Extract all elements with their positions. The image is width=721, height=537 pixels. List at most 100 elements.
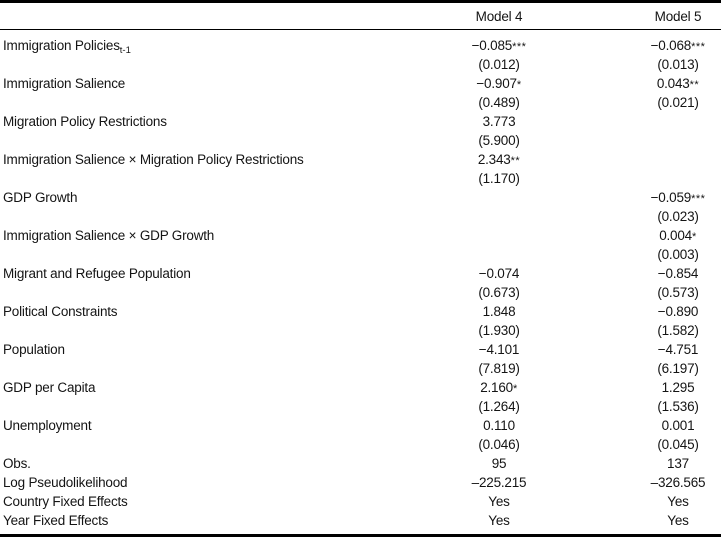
- table-row-se: (0.673) (0.573): [0, 283, 721, 302]
- table-row-se: (1.930) (1.582): [0, 321, 721, 340]
- se-model5: (0.021): [657, 95, 699, 110]
- stat-model5: 137: [667, 456, 689, 471]
- coef-model5: −0.059***: [635, 188, 721, 207]
- coef-model5: [635, 112, 721, 131]
- coef-value: −0.068: [650, 38, 692, 53]
- stat-model5: –326.565: [650, 475, 706, 490]
- significance-stars: *: [513, 383, 518, 395]
- table-row-se: (1.170): [0, 169, 721, 188]
- stat-model4: –225.215: [471, 475, 527, 490]
- coef-model4: 3.773: [434, 112, 564, 131]
- coef-value: 0.110: [483, 418, 515, 433]
- table-row: GDP per Capita 2.160* 1.295: [0, 378, 721, 397]
- variable-label: Immigration Salience × Migration Policy …: [0, 150, 434, 169]
- variable-label-text: GDP Growth: [3, 190, 78, 205]
- variable-label: GDP Growth: [0, 188, 434, 207]
- variable-label: Immigration Salience: [0, 74, 434, 93]
- table-row-se: (0.003): [0, 245, 721, 264]
- table-body: Immigration Policiest-1 −0.085*** −0.068…: [0, 30, 721, 534]
- empty-label: [0, 55, 434, 74]
- table-row: Migration Policy Restrictions 3.773: [0, 112, 721, 131]
- variable-label: Immigration Policiest-1: [0, 36, 434, 56]
- empty-label: [0, 169, 434, 188]
- significance-stars: **: [689, 79, 700, 91]
- se-model4: (0.489): [478, 95, 520, 110]
- coef-value: −0.890: [657, 304, 699, 319]
- empty-label: [0, 435, 434, 454]
- table-row-se: (5.900): [0, 131, 721, 150]
- stat-row-year-fixed-effects: Year Fixed Effects Yes Yes: [0, 511, 721, 530]
- coef-model4: −4.101: [434, 340, 564, 359]
- se-model5: [635, 169, 721, 188]
- coef-model4: −0.085***: [434, 36, 564, 55]
- coef-value: 1.848: [482, 304, 516, 319]
- header-model5: Model 5: [654, 8, 702, 24]
- variable-label-subscript: t-1: [119, 45, 131, 56]
- empty-label: [0, 283, 434, 302]
- stat-model4: Yes: [488, 513, 510, 528]
- variable-label-text: Immigration Salience: [3, 76, 126, 91]
- coef-model4: 2.160*: [434, 378, 564, 397]
- variable-label: Migration Policy Restrictions: [0, 112, 434, 131]
- se-model5: (1.582): [657, 323, 699, 338]
- table-row-se: (0.012) (0.013): [0, 55, 721, 74]
- empty-label: [0, 397, 434, 416]
- stat-model4: Yes: [488, 494, 510, 509]
- variable-label: Immigration Salience × GDP Growth: [0, 226, 434, 245]
- table-row-se: (1.264) (1.536): [0, 397, 721, 416]
- coef-model5: 0.004*: [635, 226, 721, 245]
- se-model4: [434, 245, 564, 264]
- variable-label: Migrant and Refugee Population: [0, 264, 434, 283]
- variable-label: Unemployment: [0, 416, 434, 435]
- variable-label-text: Unemployment: [3, 418, 92, 433]
- stat-model4: 95: [491, 456, 507, 471]
- coef-value: 3.773: [482, 114, 516, 129]
- se-model5: (0.023): [657, 209, 699, 224]
- significance-stars: *: [516, 79, 522, 91]
- stat-model5: Yes: [667, 494, 689, 509]
- coef-value: 0.001: [661, 418, 695, 433]
- coef-value: 0.043: [656, 76, 690, 91]
- coef-model4: [434, 226, 564, 245]
- header-model4: Model 4: [475, 8, 523, 24]
- stat-label: Country Fixed Effects: [3, 494, 128, 509]
- table-row-se: (0.489) (0.021): [0, 93, 721, 112]
- variable-label-text: GDP per Capita: [3, 380, 96, 395]
- stat-label: Log Pseudolikelihood: [3, 475, 128, 490]
- significance-stars: ***: [691, 41, 706, 53]
- se-model4: (1.170): [478, 171, 520, 186]
- coef-model5: 0.001: [635, 416, 721, 435]
- coef-model4: 1.848: [434, 302, 564, 321]
- se-model4: (1.930): [478, 323, 520, 338]
- se-model4: (5.900): [478, 133, 520, 148]
- coef-model4: [434, 188, 564, 207]
- se-model5: (6.197): [657, 361, 699, 376]
- table-row: Migrant and Refugee Population −0.074 −0…: [0, 264, 721, 283]
- stat-label: Year Fixed Effects: [3, 513, 109, 528]
- variable-label: GDP per Capita: [0, 378, 434, 397]
- coef-value: −0.907: [476, 76, 517, 91]
- variable-label-text: Immigration Salience × Migration Policy …: [3, 152, 304, 167]
- coef-model4: −0.074: [434, 264, 564, 283]
- se-model5: (0.573): [657, 285, 699, 300]
- variable-label-text: Migration Policy Restrictions: [3, 114, 167, 129]
- coef-value: 0.004: [659, 228, 692, 243]
- significance-stars: ***: [691, 193, 706, 205]
- stat-label: Obs.: [3, 456, 31, 471]
- coef-model5: −0.854: [635, 264, 721, 283]
- coef-value: −0.085: [471, 38, 513, 53]
- table-header-row: Model 4 Model 5: [0, 3, 721, 30]
- se-model5: (0.013): [657, 57, 699, 72]
- se-model4: (0.046): [478, 437, 520, 452]
- significance-stars: ***: [512, 41, 527, 53]
- se-model4: (0.012): [478, 57, 520, 72]
- empty-label: [0, 207, 434, 226]
- stat-model5: Yes: [667, 513, 689, 528]
- coef-model4: 0.110: [434, 416, 564, 435]
- coef-model5: −0.890: [635, 302, 721, 321]
- coef-model4: −0.907*: [434, 74, 564, 93]
- se-model4: (0.673): [478, 285, 520, 300]
- se-model5: [635, 131, 721, 150]
